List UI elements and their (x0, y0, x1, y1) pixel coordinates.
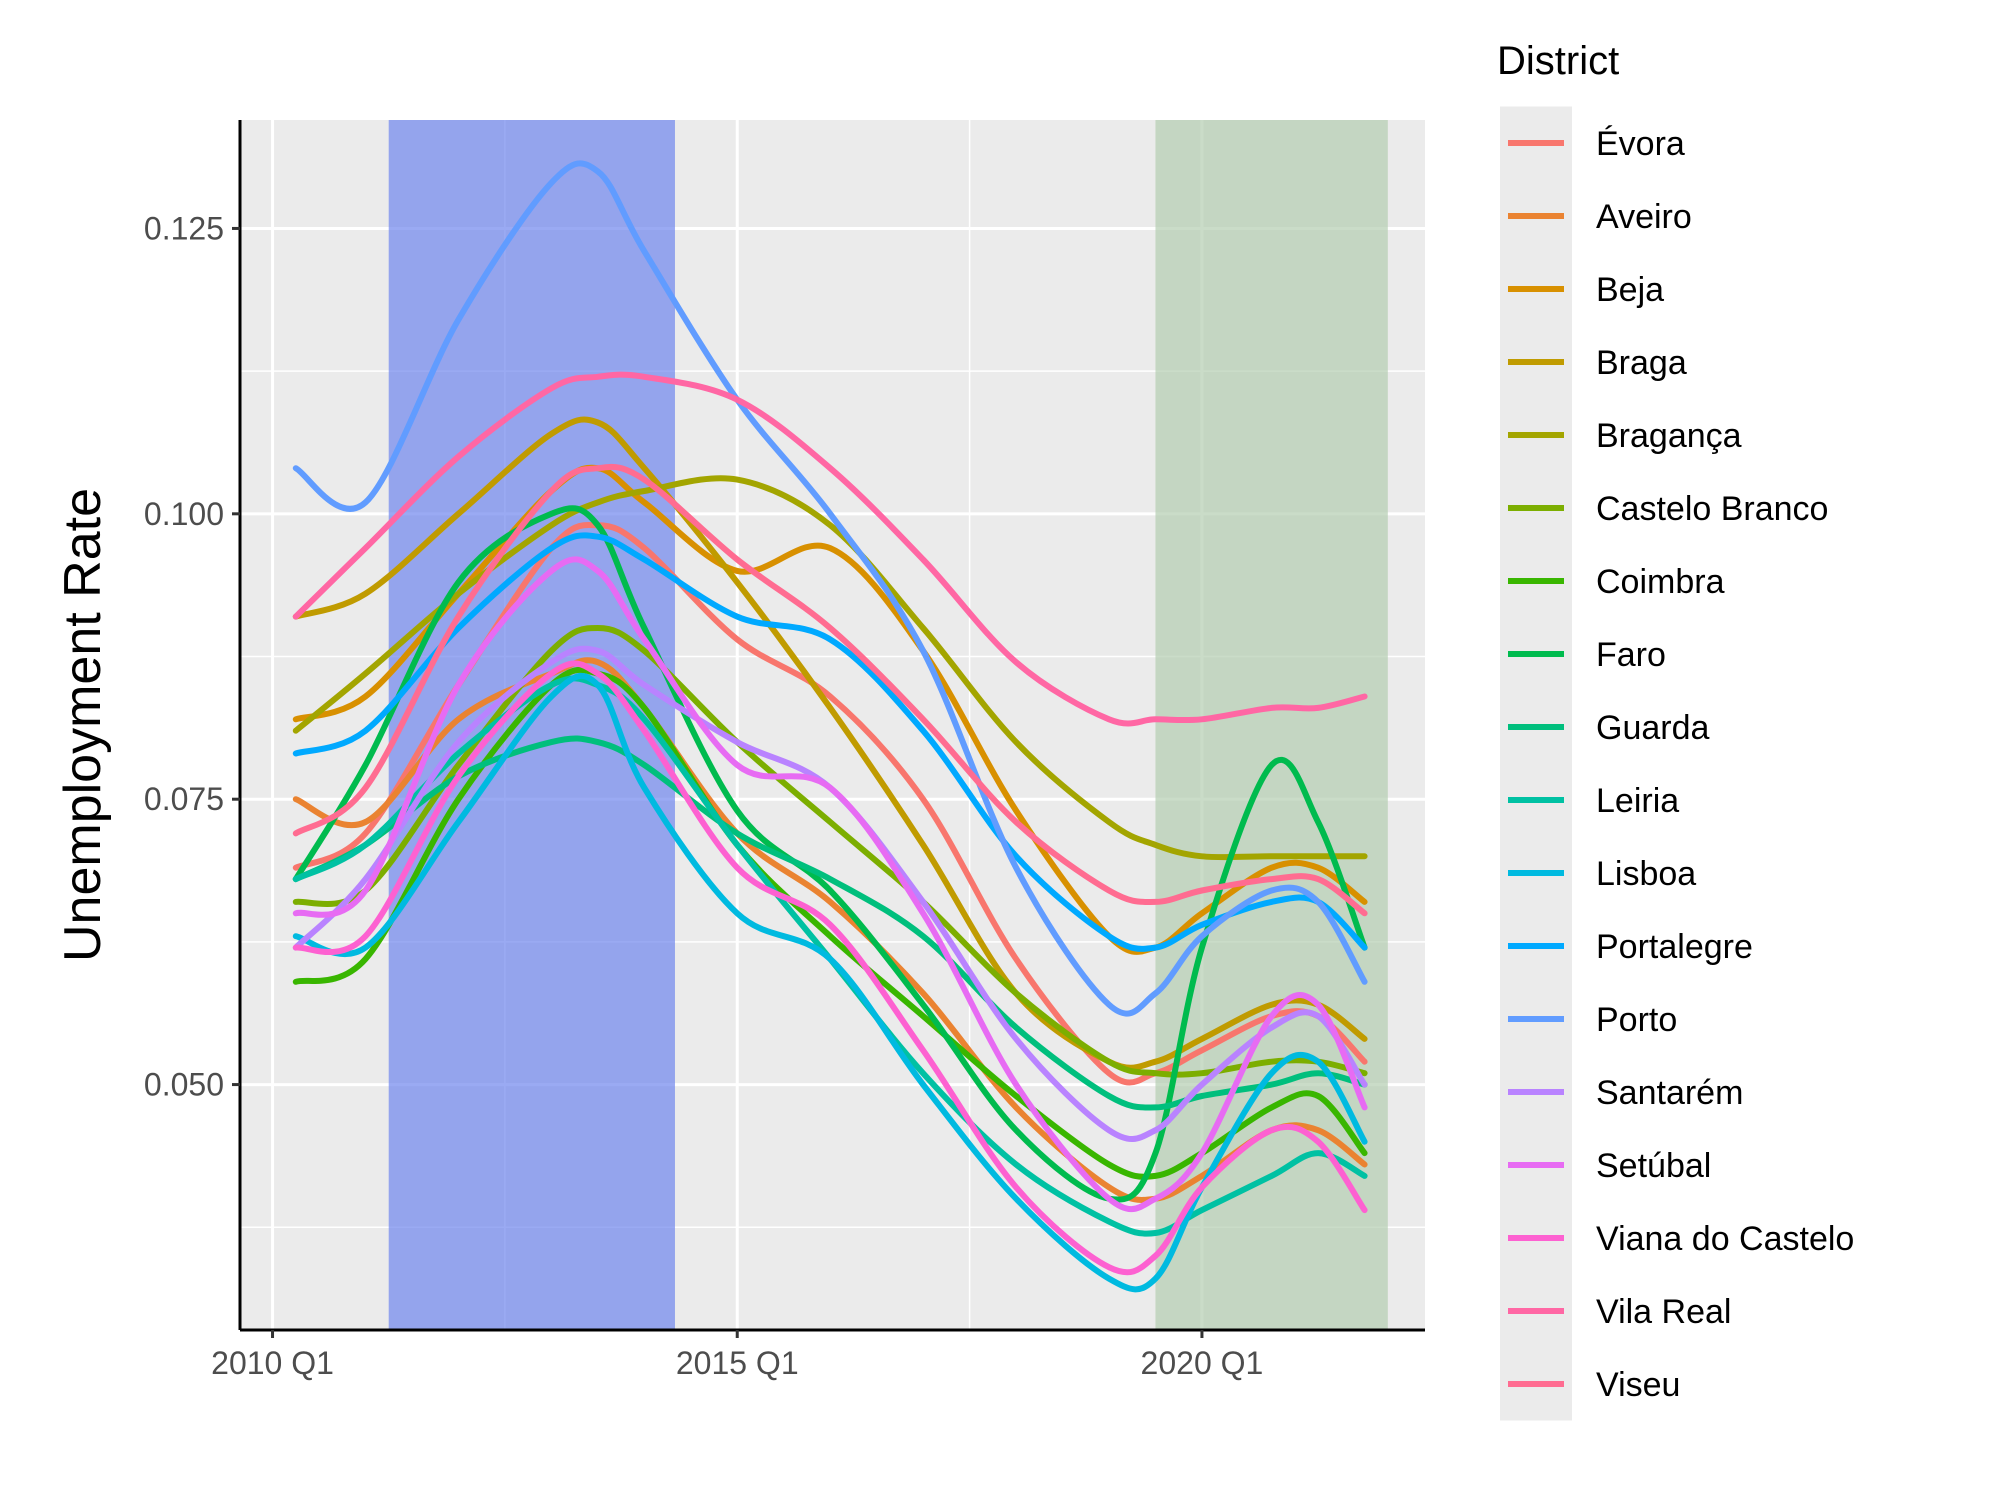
legend-label: Vila Real (1596, 1293, 1731, 1331)
x-tick-label: 2015 Q1 (676, 1345, 799, 1381)
series-line (292, 464, 1368, 955)
series-lines (292, 160, 1368, 1293)
x-axis-ticks: 2010 Q1 2015 Q1 2020 Q1 (211, 1330, 1263, 1381)
series-line (292, 416, 1368, 1071)
legend-label: Beja (1596, 271, 1664, 309)
legend-label: Faro (1596, 636, 1666, 674)
legend-keys-background (1500, 106, 1572, 1421)
legend-label: Viseu (1596, 1366, 1680, 1404)
series-line (292, 657, 1368, 1203)
legend: Évora Aveiro Beja Braga Bragança Castelo Bran… (1500, 106, 1854, 1421)
series-line (292, 463, 1368, 917)
x-tick-label: 2020 Q1 (1141, 1345, 1264, 1381)
legend-label: Santarém (1596, 1074, 1743, 1112)
legend-label: Portalegre (1596, 928, 1753, 966)
legend-label: Lisboa (1596, 855, 1696, 893)
legend-label: Castelo Branco (1596, 490, 1828, 528)
y-tick-label: 0.050 (144, 1067, 224, 1103)
legend-label: Porto (1596, 1001, 1677, 1039)
legend-label: Leiria (1596, 782, 1679, 820)
series-line (292, 556, 1368, 1213)
legend-label: Braga (1596, 344, 1687, 382)
x-tick-label: 2010 Q1 (211, 1345, 334, 1381)
legend-label: Viana do Castelo (1596, 1220, 1854, 1258)
series-line (292, 532, 1368, 952)
y-tick-label: 0.075 (144, 781, 224, 817)
legend-label: Guarda (1596, 709, 1709, 747)
series-line (292, 160, 1368, 1017)
series-line (292, 505, 1368, 1203)
shaded-region-2 (1155, 120, 1388, 1330)
legend-label: Bragança (1596, 417, 1742, 455)
y-tick-label: 0.125 (144, 210, 224, 246)
legend-label: Aveiro (1596, 198, 1692, 236)
series-line (292, 667, 1368, 1180)
y-axis-ticks: 0.050 0.075 0.100 0.125 (144, 210, 240, 1103)
y-tick-label: 0.100 (144, 496, 224, 532)
legend-label: Évora (1596, 125, 1685, 163)
series-line (292, 660, 1368, 1276)
series-line (292, 735, 1368, 1111)
legend-label: Setúbal (1596, 1147, 1711, 1185)
series-line (292, 371, 1368, 727)
legend-label: Coimbra (1596, 563, 1725, 601)
y-axis-title: Unemployment Rate (54, 488, 112, 962)
series-line (292, 672, 1368, 1293)
legend-title: District (1497, 39, 1619, 83)
